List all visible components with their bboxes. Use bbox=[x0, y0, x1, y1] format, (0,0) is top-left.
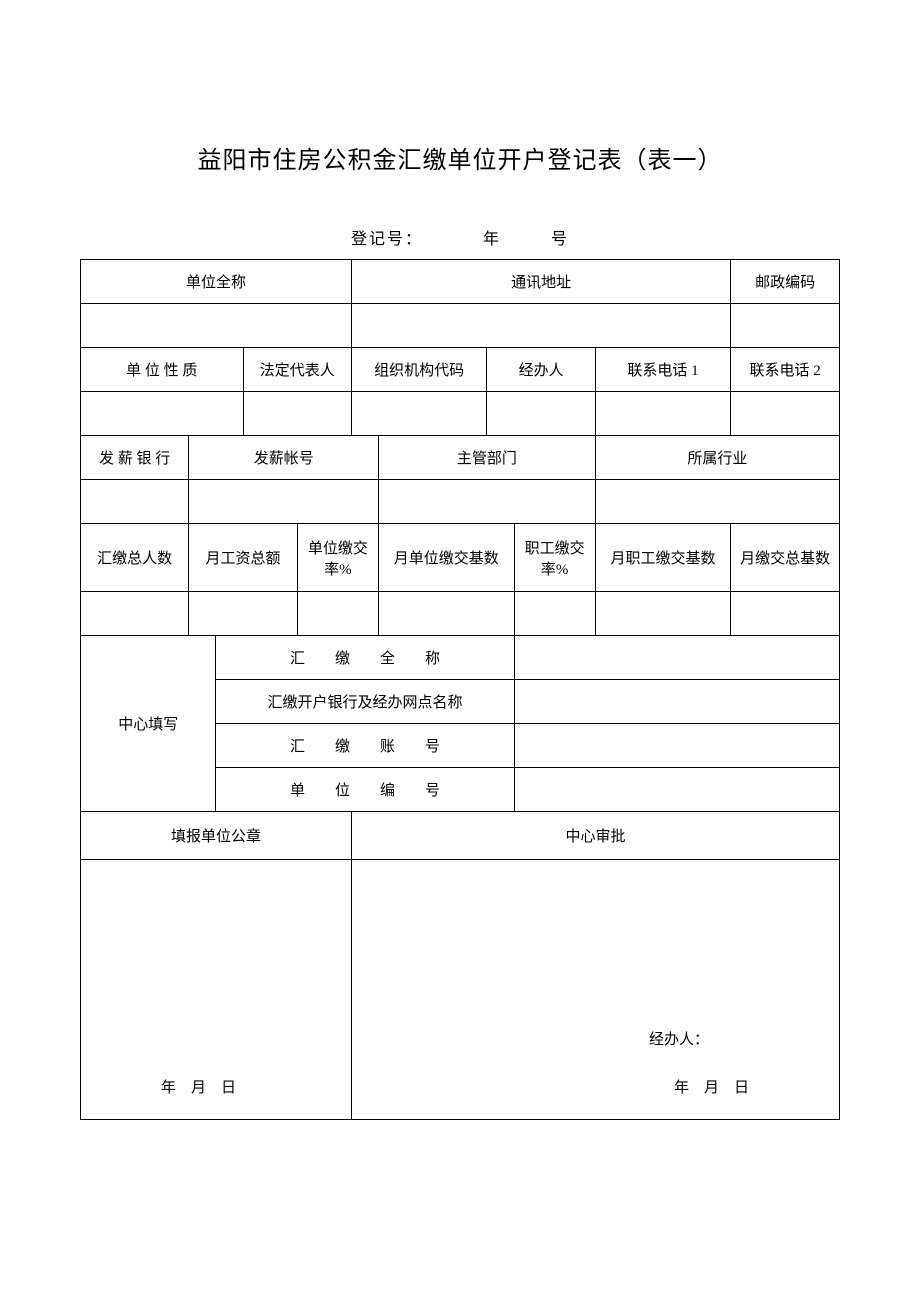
label-dept: 主管部门 bbox=[379, 436, 596, 480]
label-unit-name: 单位全称 bbox=[81, 260, 352, 304]
label-center-approval: 中心审批 bbox=[351, 812, 839, 860]
value-remit-fullname bbox=[514, 636, 840, 680]
value-pay-account bbox=[189, 480, 379, 524]
value-unit-type bbox=[81, 392, 244, 436]
date-left: 年 月 日 bbox=[161, 1076, 236, 1097]
value-unit-rate bbox=[297, 592, 378, 636]
document-title: 益阳市住房公积金汇缴单位开户登记表（表一） bbox=[80, 140, 840, 175]
table-row: 年 月 日 经办人： 年 月 日 bbox=[81, 860, 840, 1120]
label-seal-unit: 填报单位公章 bbox=[81, 812, 352, 860]
seal-area-left: 年 月 日 bbox=[81, 860, 352, 1120]
label-total-people: 汇缴总人数 bbox=[81, 524, 189, 592]
table-row: 发 薪 银 行 发薪帐号 主管部门 所属行业 bbox=[81, 436, 840, 480]
value-unit-name bbox=[81, 304, 352, 348]
label-org-code: 组织机构代码 bbox=[351, 348, 486, 392]
value-total-people bbox=[81, 592, 189, 636]
value-address bbox=[351, 304, 730, 348]
value-unit-base bbox=[379, 592, 514, 636]
label-unit-rate: 单位缴交率% bbox=[297, 524, 378, 592]
label-bank-branch: 汇缴开户银行及经办网点名称 bbox=[216, 680, 514, 724]
registration-form-table: 单位全称 通讯地址 邮政编码 单 位 性 质 法定代表人 组织机构代码 经办人 … bbox=[80, 259, 840, 1120]
label-pay-account: 发薪帐号 bbox=[189, 436, 379, 480]
value-postcode bbox=[731, 304, 840, 348]
value-org-code bbox=[351, 392, 486, 436]
value-remit-account bbox=[514, 724, 840, 768]
label-pay-bank: 发 薪 银 行 bbox=[81, 436, 189, 480]
label-unit-base: 月单位缴交基数 bbox=[379, 524, 514, 592]
value-monthly-wage bbox=[189, 592, 297, 636]
date-right: 年 月 日 bbox=[674, 1076, 749, 1097]
value-handler bbox=[487, 392, 595, 436]
label-postcode: 邮政编码 bbox=[731, 260, 840, 304]
table-row: 填报单位公章 中心审批 bbox=[81, 812, 840, 860]
label-center-fill: 中心填写 bbox=[81, 636, 216, 812]
label-industry: 所属行业 bbox=[595, 436, 839, 480]
label-phone1: 联系电话 1 bbox=[595, 348, 730, 392]
value-legal-rep bbox=[243, 392, 351, 436]
reg-no: 号 bbox=[551, 231, 569, 248]
table-row: 汇缴总人数 月工资总额 单位缴交率% 月单位缴交基数 职工缴交率% 月职工缴交基… bbox=[81, 524, 840, 592]
value-dept bbox=[379, 480, 596, 524]
value-bank-branch bbox=[514, 680, 840, 724]
table-row: 中心填写 汇 缴 全 称 bbox=[81, 636, 840, 680]
value-phone2 bbox=[731, 392, 840, 436]
table-row bbox=[81, 480, 840, 524]
value-industry bbox=[595, 480, 839, 524]
label-unit-type: 单 位 性 质 bbox=[81, 348, 244, 392]
reg-year: 年 bbox=[483, 231, 501, 248]
label-emp-rate: 职工缴交率% bbox=[514, 524, 595, 592]
table-row bbox=[81, 392, 840, 436]
value-total-base bbox=[731, 592, 840, 636]
seal-area-right: 经办人： 年 月 日 bbox=[351, 860, 839, 1120]
label-emp-base: 月职工缴交基数 bbox=[595, 524, 730, 592]
label-total-base: 月缴交总基数 bbox=[731, 524, 840, 592]
table-row bbox=[81, 592, 840, 636]
table-row: 单 位 性 质 法定代表人 组织机构代码 经办人 联系电话 1 联系电话 2 bbox=[81, 348, 840, 392]
reg-label: 登记号： bbox=[351, 231, 423, 248]
value-pay-bank bbox=[81, 480, 189, 524]
label-monthly-wage: 月工资总额 bbox=[189, 524, 297, 592]
value-unit-no bbox=[514, 768, 840, 812]
label-legal-rep: 法定代表人 bbox=[243, 348, 351, 392]
label-remit-account: 汇 缴 账 号 bbox=[216, 724, 514, 768]
value-emp-rate bbox=[514, 592, 595, 636]
table-row: 单位全称 通讯地址 邮政编码 bbox=[81, 260, 840, 304]
label-remit-fullname: 汇 缴 全 称 bbox=[216, 636, 514, 680]
handler-label: 经办人： bbox=[649, 1028, 709, 1049]
label-handler: 经办人 bbox=[487, 348, 595, 392]
value-emp-base bbox=[595, 592, 730, 636]
value-phone1 bbox=[595, 392, 730, 436]
label-unit-no: 单 位 编 号 bbox=[216, 768, 514, 812]
label-phone2: 联系电话 2 bbox=[731, 348, 840, 392]
registration-line: 登记号： 年 号 bbox=[80, 225, 840, 249]
label-address: 通讯地址 bbox=[351, 260, 730, 304]
table-row bbox=[81, 304, 840, 348]
